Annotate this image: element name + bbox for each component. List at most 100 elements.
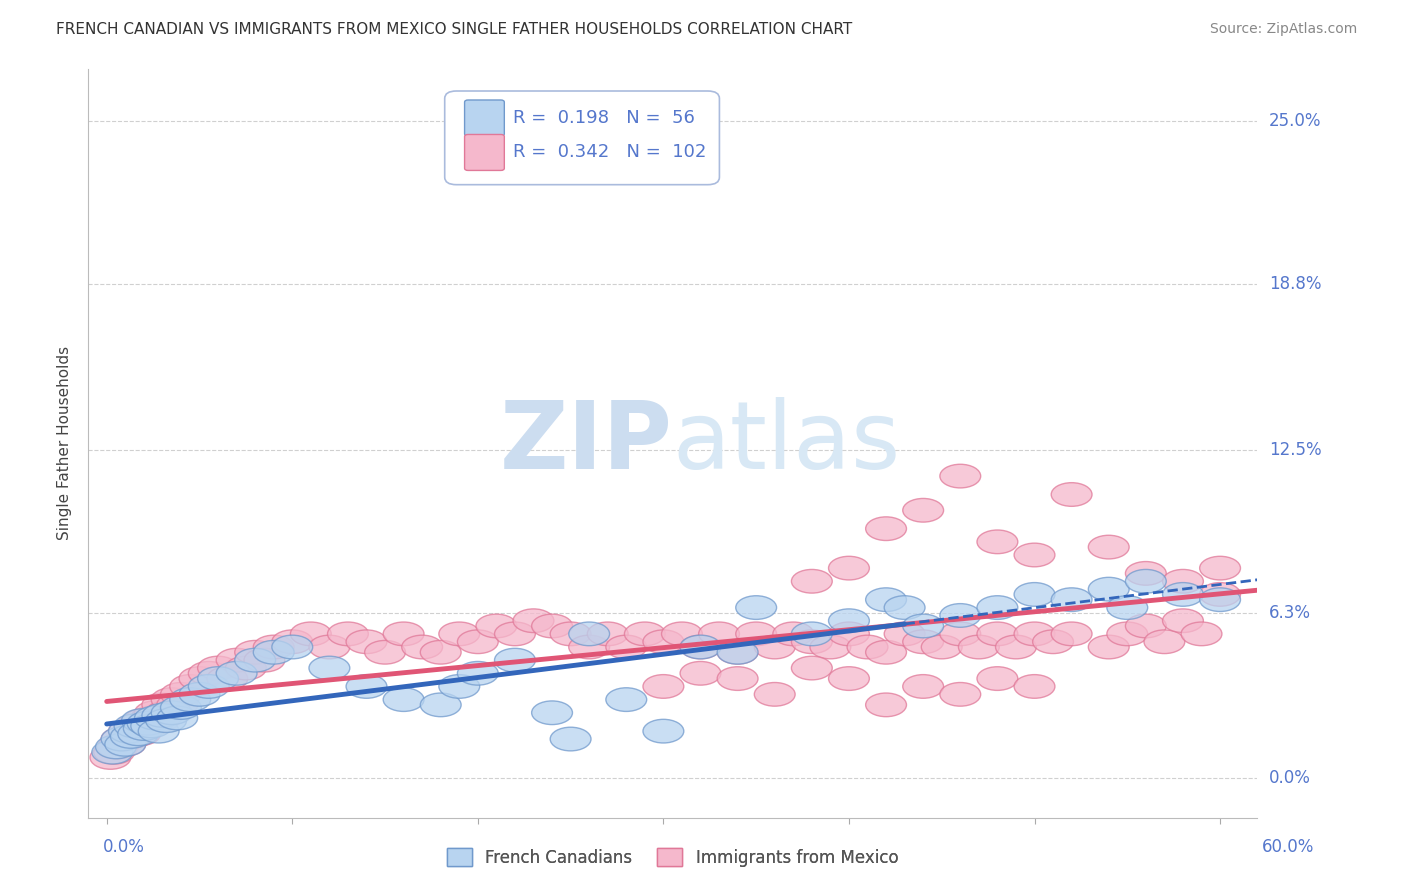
Ellipse shape xyxy=(1199,588,1240,612)
FancyBboxPatch shape xyxy=(444,91,720,185)
Text: atlas: atlas xyxy=(672,397,901,489)
Y-axis label: Single Father Households: Single Father Households xyxy=(58,346,72,541)
Ellipse shape xyxy=(624,622,665,646)
Ellipse shape xyxy=(550,727,591,751)
Ellipse shape xyxy=(1163,582,1204,607)
Ellipse shape xyxy=(135,701,176,724)
Text: 0.0%: 0.0% xyxy=(103,838,145,855)
Ellipse shape xyxy=(1014,622,1054,646)
Ellipse shape xyxy=(1032,630,1073,654)
Ellipse shape xyxy=(235,640,276,665)
Ellipse shape xyxy=(346,630,387,654)
Ellipse shape xyxy=(699,622,740,646)
Ellipse shape xyxy=(101,727,142,751)
Ellipse shape xyxy=(866,516,907,541)
Ellipse shape xyxy=(384,622,425,646)
Ellipse shape xyxy=(439,674,479,698)
Ellipse shape xyxy=(217,662,257,685)
Ellipse shape xyxy=(735,622,776,646)
Ellipse shape xyxy=(903,674,943,698)
Text: 12.5%: 12.5% xyxy=(1268,441,1322,458)
Ellipse shape xyxy=(717,640,758,665)
Ellipse shape xyxy=(160,682,201,706)
Text: 6.3%: 6.3% xyxy=(1268,604,1310,622)
Ellipse shape xyxy=(1181,622,1222,646)
Ellipse shape xyxy=(127,714,167,738)
Ellipse shape xyxy=(828,666,869,690)
Ellipse shape xyxy=(170,688,211,712)
Ellipse shape xyxy=(977,666,1018,690)
Text: 18.8%: 18.8% xyxy=(1268,275,1322,293)
Ellipse shape xyxy=(198,666,239,690)
Ellipse shape xyxy=(569,635,610,659)
Ellipse shape xyxy=(1088,535,1129,559)
Ellipse shape xyxy=(1125,569,1166,593)
Ellipse shape xyxy=(828,557,869,580)
Ellipse shape xyxy=(420,693,461,716)
Ellipse shape xyxy=(1014,674,1054,698)
Ellipse shape xyxy=(662,622,703,646)
Ellipse shape xyxy=(457,630,498,654)
Ellipse shape xyxy=(120,722,160,746)
Ellipse shape xyxy=(160,696,201,719)
Ellipse shape xyxy=(977,622,1018,646)
Ellipse shape xyxy=(108,719,149,743)
Ellipse shape xyxy=(179,666,219,690)
Ellipse shape xyxy=(1125,562,1166,585)
Ellipse shape xyxy=(828,622,869,646)
Ellipse shape xyxy=(157,706,198,730)
Ellipse shape xyxy=(531,614,572,638)
Ellipse shape xyxy=(152,701,193,724)
Ellipse shape xyxy=(1052,588,1092,612)
Ellipse shape xyxy=(531,701,572,724)
Ellipse shape xyxy=(995,635,1036,659)
Ellipse shape xyxy=(884,622,925,646)
Ellipse shape xyxy=(939,464,981,488)
Ellipse shape xyxy=(681,635,721,659)
Ellipse shape xyxy=(253,640,294,665)
Ellipse shape xyxy=(959,635,1000,659)
Ellipse shape xyxy=(921,635,962,659)
Ellipse shape xyxy=(681,635,721,659)
Ellipse shape xyxy=(188,674,229,698)
Ellipse shape xyxy=(225,657,266,680)
FancyBboxPatch shape xyxy=(464,135,505,170)
Ellipse shape xyxy=(96,735,136,759)
Ellipse shape xyxy=(146,709,187,732)
Ellipse shape xyxy=(866,693,907,716)
Ellipse shape xyxy=(124,709,165,732)
Ellipse shape xyxy=(1199,582,1240,607)
Ellipse shape xyxy=(643,719,683,743)
Ellipse shape xyxy=(328,622,368,646)
Ellipse shape xyxy=(1088,635,1129,659)
Ellipse shape xyxy=(606,688,647,712)
Ellipse shape xyxy=(157,693,198,716)
Ellipse shape xyxy=(97,735,138,759)
Ellipse shape xyxy=(1163,609,1204,632)
Ellipse shape xyxy=(1163,569,1204,593)
Ellipse shape xyxy=(179,682,219,706)
Ellipse shape xyxy=(101,727,142,751)
Ellipse shape xyxy=(977,596,1018,619)
Text: Source: ZipAtlas.com: Source: ZipAtlas.com xyxy=(1209,22,1357,37)
Ellipse shape xyxy=(717,666,758,690)
Ellipse shape xyxy=(235,648,276,672)
Ellipse shape xyxy=(513,609,554,632)
Ellipse shape xyxy=(1014,582,1054,607)
Ellipse shape xyxy=(94,740,135,764)
Ellipse shape xyxy=(884,596,925,619)
Ellipse shape xyxy=(271,635,312,659)
Ellipse shape xyxy=(792,657,832,680)
Ellipse shape xyxy=(792,622,832,646)
Ellipse shape xyxy=(1088,577,1129,601)
Ellipse shape xyxy=(124,716,165,740)
Ellipse shape xyxy=(606,635,647,659)
Ellipse shape xyxy=(457,662,498,685)
Ellipse shape xyxy=(1052,483,1092,507)
Text: 60.0%: 60.0% xyxy=(1263,838,1315,855)
Legend: French Canadians, Immigrants from Mexico: French Canadians, Immigrants from Mexico xyxy=(440,842,905,873)
Ellipse shape xyxy=(121,709,162,732)
Ellipse shape xyxy=(364,640,405,665)
Ellipse shape xyxy=(217,648,257,672)
Ellipse shape xyxy=(792,569,832,593)
